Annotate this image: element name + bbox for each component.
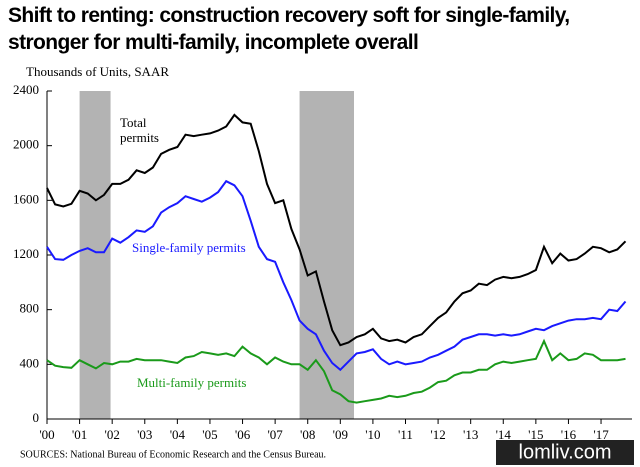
series-label: Multi-family permits bbox=[137, 375, 247, 390]
x-tick-label: '11 bbox=[398, 427, 413, 442]
x-tick-label: '16 bbox=[561, 427, 577, 442]
x-tick-label: '05 bbox=[202, 427, 217, 442]
watermark-bg bbox=[496, 440, 634, 465]
chart-title: Shift to renting: construction recovery … bbox=[8, 4, 570, 54]
x-tick-label: '08 bbox=[300, 427, 315, 442]
series-line bbox=[46, 113, 627, 347]
x-tick-label: '07 bbox=[267, 427, 283, 442]
y-tick-label: 800 bbox=[20, 301, 40, 316]
x-tick-label: '03 bbox=[137, 427, 152, 442]
source: SOURCES: National Bureau of Economic Res… bbox=[20, 449, 326, 460]
watermark: lomliv.com bbox=[519, 441, 612, 463]
recession-band bbox=[79, 91, 111, 419]
x-tick-label: '09 bbox=[333, 427, 348, 442]
x-tick-label: '00 bbox=[39, 427, 54, 442]
subtitle: Thousands of Units, SAAR bbox=[26, 64, 169, 79]
y-tick-label: 1200 bbox=[13, 246, 39, 261]
y-tick-label: 400 bbox=[20, 355, 40, 370]
y-tick-label: 1600 bbox=[13, 191, 39, 206]
series-line bbox=[46, 179, 627, 372]
x-tick-label: '17 bbox=[593, 427, 609, 442]
x-tick-label: '15 bbox=[528, 427, 543, 442]
series-label: Total permits bbox=[120, 115, 159, 145]
y-tick-label: 2400 bbox=[13, 82, 39, 97]
x-tick-label: '06 bbox=[235, 427, 251, 442]
x-tick-label: '14 bbox=[496, 427, 512, 442]
series-label: Single-family permits bbox=[132, 240, 246, 255]
y-tick-label: 2000 bbox=[13, 137, 39, 152]
series-line bbox=[46, 338, 626, 404]
x-tick-label: '13 bbox=[463, 427, 478, 442]
x-tick-label: '04 bbox=[170, 427, 186, 442]
x-tick-label: '02 bbox=[105, 427, 120, 442]
x-tick-label: '12 bbox=[430, 427, 445, 442]
x-tick-label: '10 bbox=[365, 427, 380, 442]
y-tick-label: 0 bbox=[33, 410, 40, 425]
x-tick-label: '01 bbox=[72, 427, 87, 442]
